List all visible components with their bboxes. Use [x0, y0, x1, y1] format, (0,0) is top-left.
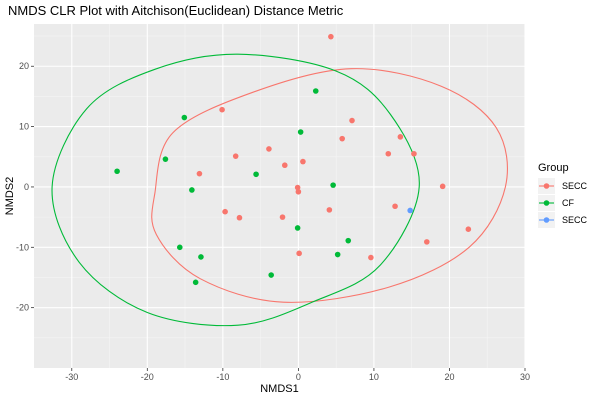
data-point: [334, 251, 341, 258]
data-point: [297, 129, 304, 135]
data-point: [465, 226, 472, 232]
y-tick-label: -10: [16, 242, 29, 252]
x-tick-label: -10: [216, 372, 229, 382]
data-point: [266, 146, 272, 152]
data-point: [326, 207, 333, 213]
data-point: [296, 250, 302, 257]
x-tick-label: 10: [369, 372, 379, 382]
x-tick-label: 0: [296, 372, 301, 382]
y-axis-ticks: -20 -10 0 10 20: [16, 61, 34, 313]
data-point: [345, 237, 352, 244]
data-point: [368, 254, 374, 261]
x-tick-label: -30: [65, 372, 78, 382]
y-tick-label: 10: [19, 122, 29, 132]
data-point: [312, 88, 319, 94]
y-tick-label: 0: [24, 182, 29, 192]
data-point: [279, 214, 286, 220]
data-point: [328, 33, 334, 40]
data-point: [196, 170, 203, 177]
data-point: [392, 203, 398, 210]
data-point: [114, 168, 120, 175]
data-point: [330, 182, 336, 188]
data-point: [295, 188, 302, 195]
legend: Group SECC CF SECC: [538, 162, 588, 228]
data-point: [232, 153, 239, 159]
x-tick-label: 20: [444, 372, 454, 382]
data-point: [349, 117, 355, 124]
x-tick-label: -20: [141, 372, 154, 382]
legend-label: CF: [562, 198, 574, 208]
confidence-ellipses: [51, 53, 508, 327]
data-point: [268, 272, 274, 278]
data-point: [198, 254, 204, 260]
x-axis-ticks: -30 -20 -10 0 10 20 30: [65, 368, 530, 382]
confidence-ellipse: [151, 68, 508, 303]
legend-title: Group: [538, 162, 569, 174]
y-axis-title: NMDS2: [4, 177, 16, 216]
data-point: [294, 184, 301, 191]
data-point: [162, 156, 169, 162]
data-point: [411, 150, 417, 157]
x-axis-title: NMDS1: [260, 383, 299, 395]
grid-minor: [34, 24, 525, 368]
y-tick-label: -20: [16, 303, 29, 313]
data-point: [281, 162, 288, 169]
data-point: [192, 279, 199, 286]
data-point: [189, 187, 195, 193]
data-points: [114, 33, 472, 286]
data-point: [300, 158, 306, 165]
x-tick-label: 30: [520, 372, 530, 382]
legend-key-point: [543, 183, 550, 189]
data-point: [181, 114, 188, 121]
data-point: [439, 183, 446, 190]
plot-panel: [34, 24, 525, 368]
legend-key-point: [543, 200, 550, 206]
data-point: [219, 106, 225, 113]
data-point: [222, 208, 228, 215]
data-point: [385, 150, 392, 157]
legend-key-point: [543, 217, 550, 223]
data-point: [176, 244, 183, 251]
legend-label: SECC: [562, 181, 588, 191]
data-point: [339, 135, 345, 142]
confidence-ellipse: [51, 53, 420, 327]
data-point: [397, 134, 404, 140]
y-tick-label: 20: [19, 61, 29, 71]
data-point: [407, 207, 413, 214]
data-point: [294, 225, 301, 231]
legend-label: SECC: [562, 215, 588, 225]
data-point: [236, 214, 243, 221]
data-point: [253, 171, 259, 178]
data-point: [424, 239, 430, 245]
chart-title: NMDS CLR Plot with Aitchison(Euclidean) …: [8, 3, 344, 18]
